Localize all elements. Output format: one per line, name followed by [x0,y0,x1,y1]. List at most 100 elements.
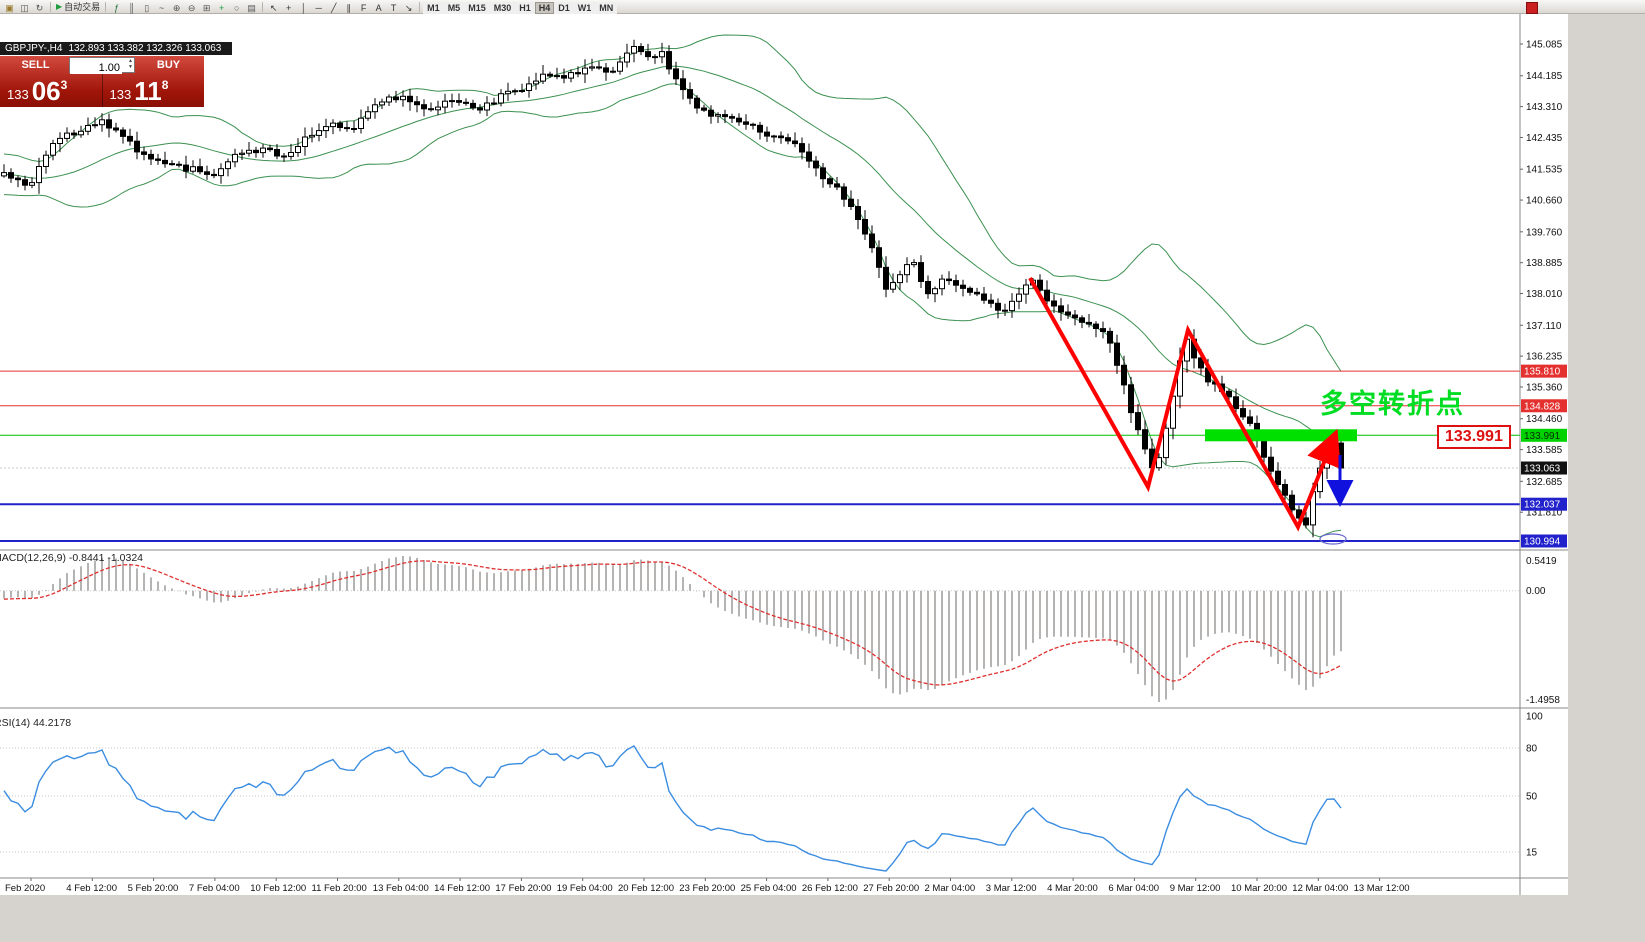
candlestick-style-icon[interactable]: ▯ [139,2,154,14]
red-square-icon[interactable] [1526,2,1538,14]
price-badge-label: 130.994 [1524,536,1561,547]
candle [211,173,217,177]
macd-min-label: -1.4958 [1526,695,1560,706]
price-tag-annotation[interactable]: 133.991 [1437,425,1511,449]
support-zone-rect[interactable] [1205,429,1357,442]
candle [890,282,896,290]
buy-price-big: 133 [109,86,132,102]
volume-input[interactable] [70,62,122,74]
label-icon[interactable]: T [386,2,401,14]
horizontal-line-icon[interactable]: ─ [311,2,326,14]
timeframe-D1[interactable]: D1 [554,1,574,14]
text-icon[interactable]: A [371,2,386,14]
candle [1121,364,1127,386]
candle [1016,293,1022,302]
timeframe-H4[interactable]: H4 [534,1,555,14]
candle [302,136,308,147]
timeframe-W1[interactable]: W1 [573,1,596,14]
candle [883,266,889,290]
symbol-period-label: GBPJPY-,H4 [5,43,63,54]
zoom-in-icon[interactable]: ⊕ [169,2,184,14]
candle [36,166,42,184]
price-badge [1521,428,1567,442]
refresh-icon[interactable]: ↻ [32,2,47,14]
price-axis-label: 133.585 [1526,445,1563,456]
candle [855,206,861,220]
rsi-indicator-label: RSI(14) 44.2178 [0,717,72,729]
price-badge-label: 133.991 [1524,431,1561,442]
sell-price-button[interactable]: 133 06 3 [0,74,102,107]
line-chart-style-icon[interactable]: ~ [154,2,169,14]
candle [106,119,112,129]
trendline-icon[interactable]: ╱ [326,2,341,14]
candle [442,100,448,108]
rsi-level-label: 100 [1526,712,1543,723]
sell-button-label[interactable]: SELL [21,59,50,71]
volume-stepper[interactable]: ▲ ▼ [128,58,133,70]
volume-field[interactable]: ▲▼ [69,57,135,74]
candle [99,119,105,126]
candle [1058,305,1064,313]
candle [813,160,819,169]
chart-window-icon[interactable]: ◫ [17,2,32,14]
new-chart-icon[interactable]: + [214,2,229,14]
time-axis-label: 10 Feb 12:00 [250,883,306,894]
candle [1114,342,1120,366]
low-ellipse-annotation[interactable] [1319,533,1347,545]
candle [323,126,329,132]
candle [78,130,84,136]
crosshair-icon[interactable]: + [281,2,296,14]
trend-zigzag-arrow[interactable] [1028,277,1341,532]
tile-windows-icon[interactable]: ⊞ [199,2,214,14]
new-order-icon[interactable]: ▣ [2,2,17,14]
arrows-tool-icon[interactable]: ↘ [401,2,416,14]
zoom-out-icon[interactable]: ⊖ [184,2,199,14]
price-badge-label: 135.810 [1524,367,1561,378]
rsi-level-label: 15 [1526,848,1538,859]
candle [960,284,966,289]
candle [820,167,826,180]
candle [743,121,749,125]
candle [974,291,980,295]
price-axis-label: 145.085 [1526,40,1563,51]
templates-icon[interactable]: ▤ [244,2,259,14]
candle [757,124,763,133]
candle [897,274,903,284]
time-axis-label: 4 Mar 20:00 [1047,883,1098,894]
candle [512,90,518,93]
fibonacci-icon[interactable]: F [356,2,371,14]
candle [470,102,476,109]
candle [1100,328,1106,333]
buy-button-label[interactable]: BUY [156,59,181,71]
timeframe-M5[interactable]: M5 [443,1,465,14]
timeframe-H1[interactable]: H1 [515,1,535,14]
candle [645,51,651,58]
bar-chart-style-icon[interactable]: ║ [124,2,139,14]
candle [330,122,336,128]
candle [204,171,210,175]
channel-icon[interactable]: ∥ [341,2,356,14]
autotrading-button[interactable]: ▶ 自动交易 [54,1,102,13]
time-axis-label: 17 Feb 20:00 [495,883,551,894]
timeframe-MN[interactable]: MN [595,1,618,14]
candle [638,46,644,53]
time-axis-label: Feb 2020 [5,883,45,894]
candle [708,109,714,117]
autotrading-play-icon: ▶ [56,2,63,11]
period-icon[interactable]: ○ [229,2,244,14]
timeframe-M30[interactable]: M30 [489,1,516,14]
indicators-icon[interactable]: ƒ [109,2,124,14]
candle [393,96,399,101]
candle [463,101,469,104]
candle [29,182,35,186]
buy-price-button[interactable]: 133 11 8 [101,74,205,107]
cursor-icon[interactable]: ↖ [266,2,281,14]
candle [372,104,378,113]
turning-point-annotation[interactable]: 多空转折点 [1320,389,1465,419]
candle [1128,384,1134,414]
candle [736,117,742,123]
timeframe-M1[interactable]: M1 [423,1,444,14]
timeframe-M15[interactable]: M15 [464,1,490,14]
vertical-line-icon[interactable]: │ [296,2,311,14]
